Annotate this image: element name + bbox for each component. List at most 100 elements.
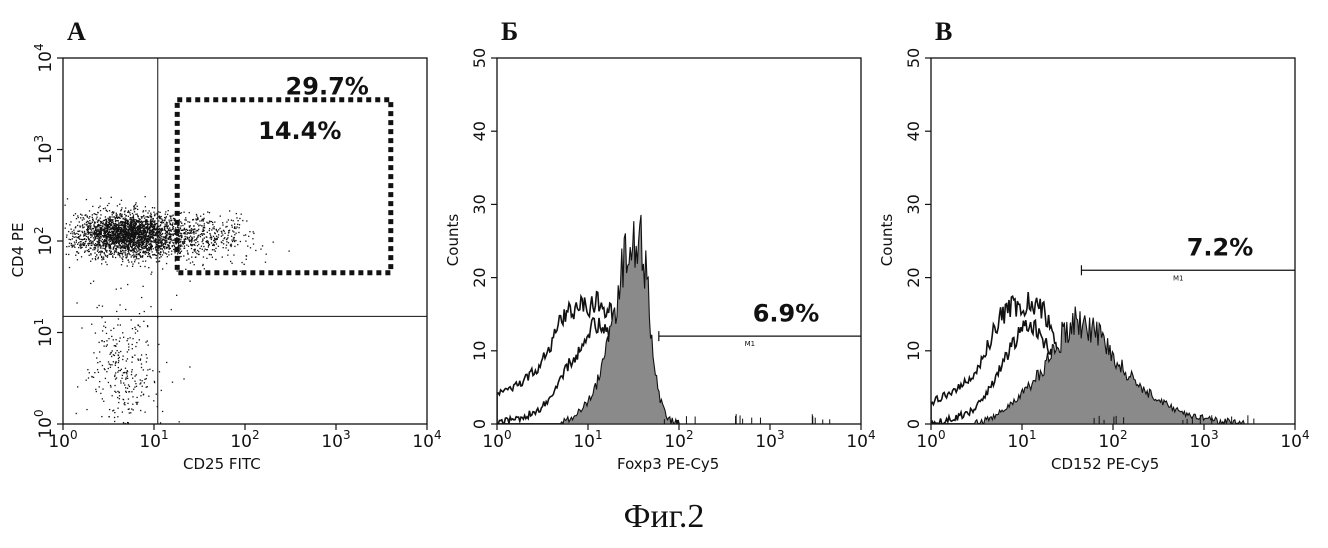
scatter-point xyxy=(118,392,119,393)
scatter-point xyxy=(98,233,99,234)
scatter-point xyxy=(77,237,78,238)
scatter-point xyxy=(92,228,93,229)
scatter-point xyxy=(118,360,119,361)
scatter-point xyxy=(105,241,106,242)
scatter-point xyxy=(144,242,145,243)
scatter-point xyxy=(89,216,90,217)
scatter-point xyxy=(87,250,88,251)
scatter-point xyxy=(145,216,146,217)
scatter-point xyxy=(189,237,190,238)
scatter-point xyxy=(226,241,227,242)
scatter-point xyxy=(108,338,109,339)
scatter-point xyxy=(66,254,67,255)
scatter-point xyxy=(212,224,213,225)
scatter-point xyxy=(237,220,238,221)
scatter-point xyxy=(89,232,90,233)
scatter-point xyxy=(109,218,110,219)
scatter-point xyxy=(81,244,82,245)
scatter-point xyxy=(112,350,113,351)
scatter-point xyxy=(117,371,118,372)
scatter-point xyxy=(90,261,91,262)
scatter-point xyxy=(160,238,161,239)
scatter-point xyxy=(138,237,139,238)
scatter-point xyxy=(166,226,167,227)
chart-panel-3: В100101102103104CD152 PE-Cy501020304050C… xyxy=(878,17,1310,473)
y-tick-label: 102 xyxy=(32,226,56,255)
scatter-point xyxy=(102,239,103,240)
scatter-point xyxy=(130,231,131,232)
scatter-point xyxy=(185,239,186,240)
scatter-point xyxy=(79,245,80,246)
scatter-point xyxy=(75,226,76,227)
scatter-point xyxy=(106,346,107,347)
scatter-point xyxy=(136,342,137,343)
scatter-point xyxy=(124,402,125,403)
scatter-point xyxy=(230,245,231,246)
scatter-point xyxy=(86,199,87,200)
scatter-point xyxy=(185,229,186,230)
scatter-point xyxy=(102,388,103,389)
scatter-point xyxy=(129,386,130,387)
scatter-point xyxy=(146,378,147,379)
scatter-point xyxy=(91,229,92,230)
scatter-point xyxy=(167,214,168,215)
scatter-point xyxy=(70,233,71,234)
scatter-point xyxy=(122,250,123,251)
scatter-point xyxy=(70,229,71,230)
scatter-point xyxy=(107,344,108,345)
scatter-point xyxy=(214,228,215,229)
scatter-point xyxy=(91,234,92,235)
scatter-point xyxy=(204,225,205,226)
scatter-point xyxy=(160,225,161,226)
scatter-point xyxy=(112,226,113,227)
y-tick-label: 100 xyxy=(32,409,56,438)
scatter-point xyxy=(156,255,157,256)
scatter-point xyxy=(102,242,103,243)
x-axis-label: CD152 PE-Cy5 xyxy=(1051,455,1159,473)
scatter-point xyxy=(119,395,120,396)
scatter-point xyxy=(146,246,147,247)
scatter-point xyxy=(90,224,91,225)
scatter-point xyxy=(164,227,165,228)
scatter-point xyxy=(209,228,210,229)
scatter-point xyxy=(235,228,236,229)
scatter-point xyxy=(220,215,221,216)
scatter-point xyxy=(162,239,163,240)
scatter-point xyxy=(86,236,87,237)
scatter-point xyxy=(102,365,103,366)
scatter-point xyxy=(170,223,171,224)
scatter-point xyxy=(131,256,132,257)
scatter-point xyxy=(125,222,126,223)
scatter-point xyxy=(174,252,175,253)
scatter-point xyxy=(195,249,196,250)
scatter-point xyxy=(101,257,102,258)
scatter-point xyxy=(109,250,110,251)
scatter-point xyxy=(125,387,126,388)
scatter-point xyxy=(150,306,151,307)
scatter-point xyxy=(120,288,121,289)
scatter-point xyxy=(104,368,105,369)
scatter-point xyxy=(190,236,191,237)
scatter-point xyxy=(191,241,192,242)
scatter-point xyxy=(112,257,113,258)
scatter-point xyxy=(192,244,193,245)
scatter-point xyxy=(128,422,129,423)
scatter-point xyxy=(96,217,97,218)
scatter-point xyxy=(148,247,149,248)
scatter-point xyxy=(105,246,106,247)
scatter-point xyxy=(113,223,114,224)
scatter-point xyxy=(76,302,77,303)
scatter-point xyxy=(117,254,118,255)
scatter-point xyxy=(143,232,144,233)
scatter-point xyxy=(139,240,140,241)
scatter-point xyxy=(138,254,139,255)
scatter-point xyxy=(92,217,93,218)
scatter-point xyxy=(204,249,205,250)
scatter-point xyxy=(139,383,140,384)
scatter-point xyxy=(130,250,131,251)
scatter-point xyxy=(104,253,105,254)
scatter-point xyxy=(120,231,121,232)
scatter-point xyxy=(218,237,219,238)
scatter-point xyxy=(127,351,128,352)
